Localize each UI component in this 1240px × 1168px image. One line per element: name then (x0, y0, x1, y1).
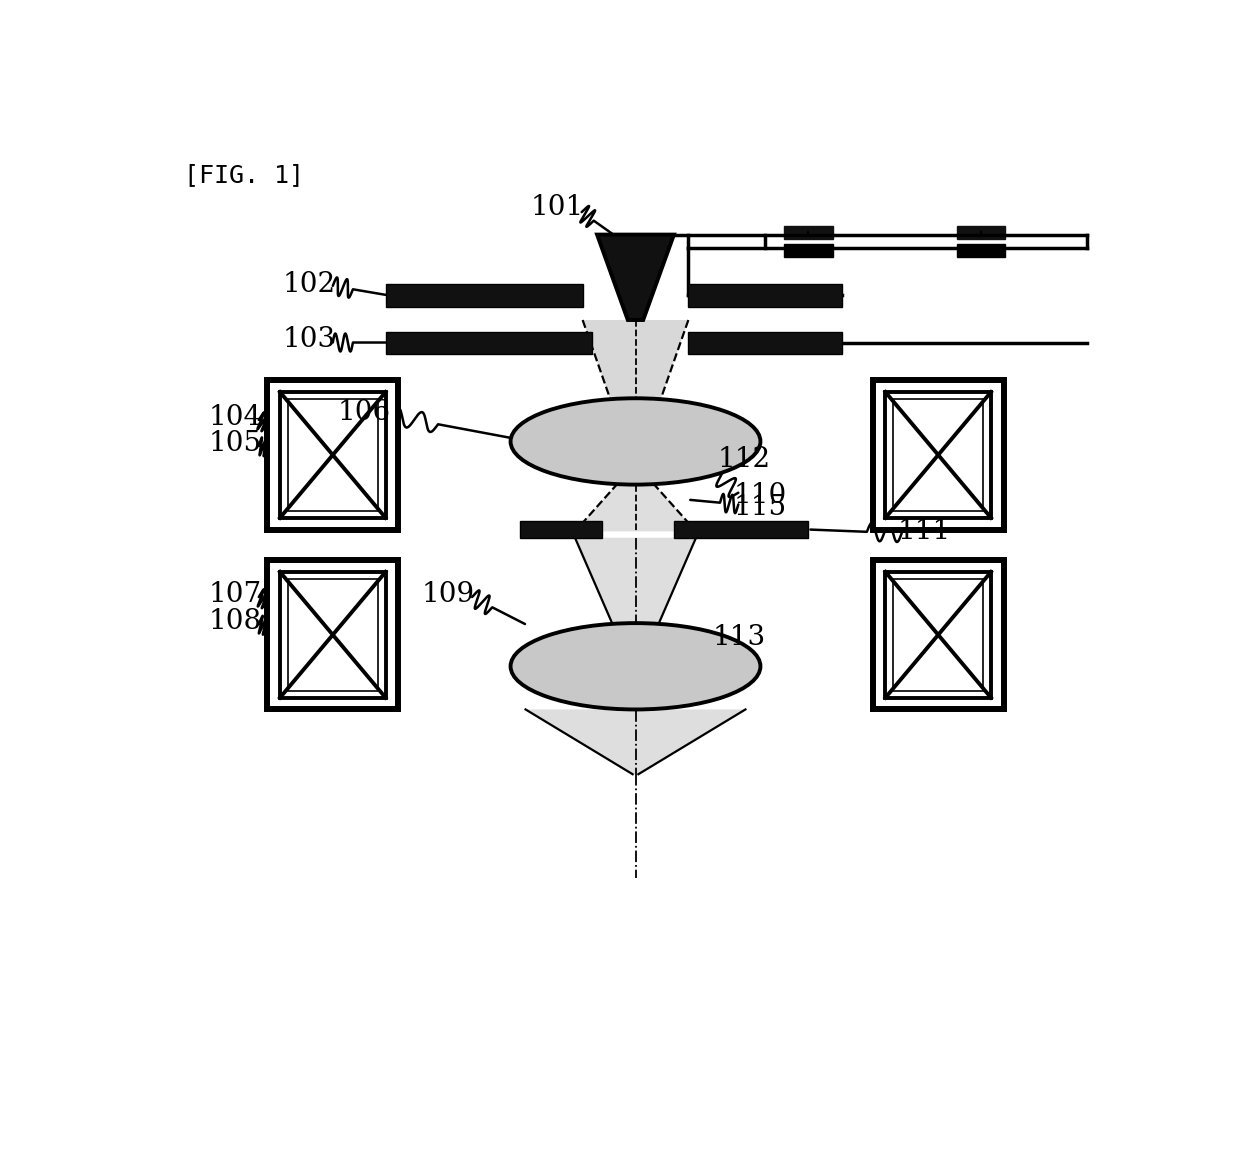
Text: 115: 115 (734, 494, 787, 521)
Polygon shape (575, 537, 696, 673)
Bar (957, 244, 1006, 257)
Polygon shape (575, 466, 696, 531)
Text: 103: 103 (283, 326, 335, 353)
Text: 101: 101 (529, 194, 583, 221)
Bar (893, 399, 983, 510)
Text: 112: 112 (718, 446, 770, 473)
Bar (521, 521, 601, 537)
Ellipse shape (511, 398, 760, 485)
Bar (268, 381, 398, 529)
Bar (280, 572, 386, 697)
Text: 111: 111 (898, 517, 950, 545)
Text: 105: 105 (208, 430, 262, 457)
Bar (873, 381, 1003, 529)
Bar (893, 579, 983, 690)
Bar (675, 521, 808, 537)
Bar (688, 284, 842, 306)
Text: 107: 107 (208, 580, 262, 607)
Bar (885, 572, 991, 697)
Text: [FIG. 1]: [FIG. 1] (184, 162, 304, 187)
Bar (873, 561, 1003, 709)
Bar (785, 244, 832, 257)
Bar (386, 284, 583, 306)
Text: 110: 110 (734, 482, 787, 509)
Bar (885, 392, 991, 517)
Text: 102: 102 (283, 271, 335, 298)
Text: 109: 109 (422, 580, 475, 607)
Bar (288, 399, 378, 510)
Ellipse shape (511, 623, 760, 709)
Bar (957, 227, 1006, 238)
Bar (386, 332, 593, 354)
Polygon shape (596, 235, 675, 320)
Text: 106: 106 (339, 399, 391, 426)
Text: 108: 108 (208, 607, 262, 635)
Polygon shape (526, 709, 745, 774)
Bar (785, 227, 832, 238)
Bar (688, 332, 842, 354)
Text: 113: 113 (713, 624, 766, 651)
Polygon shape (583, 320, 688, 466)
Bar (288, 579, 378, 690)
Bar (268, 561, 398, 709)
Bar (280, 392, 386, 517)
Text: 104: 104 (208, 404, 262, 431)
